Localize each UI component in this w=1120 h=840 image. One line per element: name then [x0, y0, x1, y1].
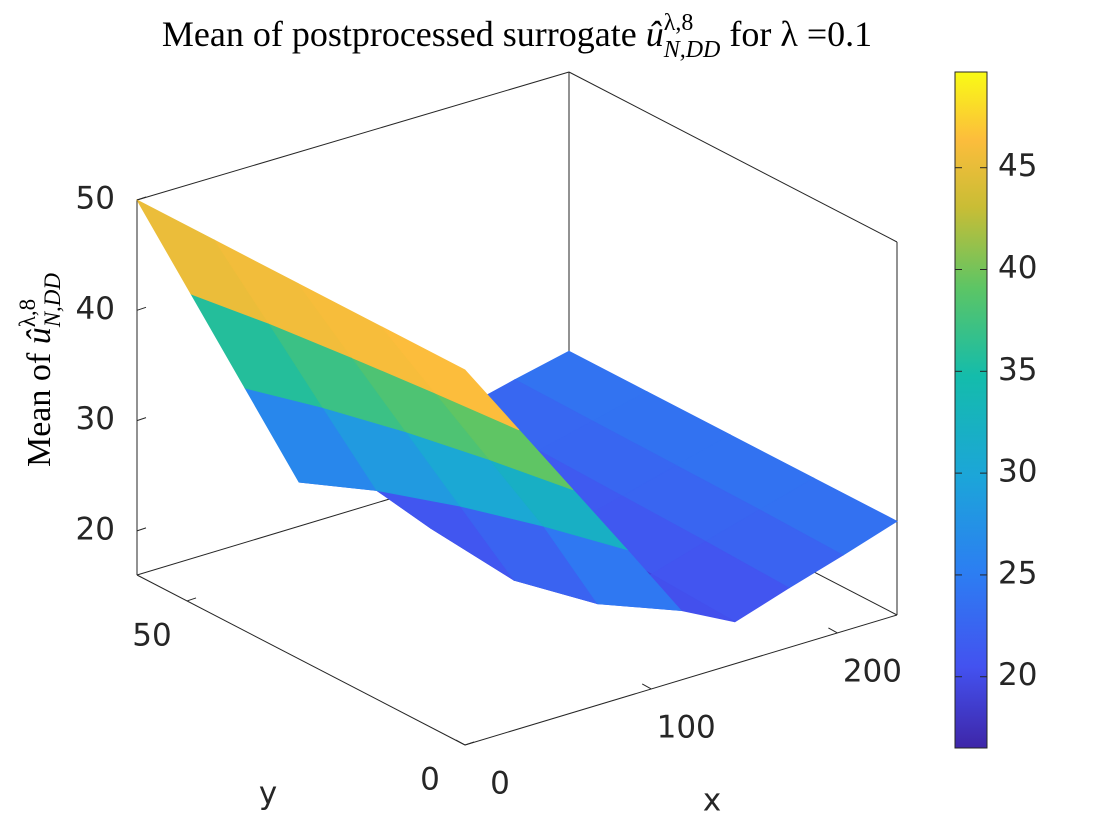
- x-tick-label: 200: [843, 653, 902, 689]
- z-tick: [136, 306, 147, 311]
- z-tick-label: 50: [76, 181, 115, 217]
- z-tick-label: 30: [76, 401, 115, 437]
- title-symbol: û: [646, 14, 664, 54]
- zlabel-text: Mean of: [21, 344, 58, 467]
- colorbar-tick-label: 40: [998, 250, 1037, 286]
- y-tick-label: 0: [420, 762, 440, 798]
- colorbar-tick-label: 20: [998, 657, 1037, 693]
- z-tick: [136, 417, 147, 422]
- z-tick-label: 40: [76, 291, 115, 327]
- colorbar: [954, 71, 988, 749]
- y-axis-line: [136, 574, 466, 746]
- box-edge: [136, 71, 570, 201]
- x-tick-label: 100: [657, 709, 716, 745]
- zlabel-sup: λ,8: [15, 299, 40, 327]
- x-axis-label: x: [703, 783, 721, 819]
- y-tick-label: 50: [132, 617, 171, 653]
- chart-title: Mean of postprocessed surrogate ûλ,8 N,DD…: [162, 10, 872, 63]
- z-tick: [136, 196, 147, 201]
- title-sub: N,DD: [663, 37, 721, 63]
- x-tick: [641, 683, 652, 690]
- y-tick: [464, 741, 475, 746]
- zlabel-symbol: û: [21, 327, 58, 344]
- x-tick-label: 0: [490, 766, 510, 802]
- z-axis-label: Mean of ûλ,8N,DD: [15, 273, 65, 467]
- title-sup: λ,8: [664, 10, 694, 36]
- y-tick: [186, 597, 197, 602]
- title-text: Mean of postprocessed surrogate: [162, 14, 646, 54]
- surface: [135, 199, 898, 623]
- surface-patch: [381, 326, 520, 431]
- colorbar-tick-label: 30: [998, 454, 1037, 490]
- x-tick: [828, 627, 838, 634]
- x-axis-line: [464, 614, 898, 746]
- colorbar-tick-label: 45: [998, 148, 1037, 184]
- y-axis-label: y: [259, 776, 277, 812]
- z-tick-label: 20: [76, 511, 115, 547]
- title-tail: for λ =0.1: [720, 14, 872, 54]
- box-edge: [568, 71, 898, 243]
- zlabel-sub: N,DD: [40, 273, 65, 329]
- colorbar-tick-label: 25: [998, 555, 1037, 591]
- z-tick: [136, 527, 147, 532]
- x-tick: [455, 739, 466, 746]
- colorbar-tick-label: 35: [998, 352, 1037, 388]
